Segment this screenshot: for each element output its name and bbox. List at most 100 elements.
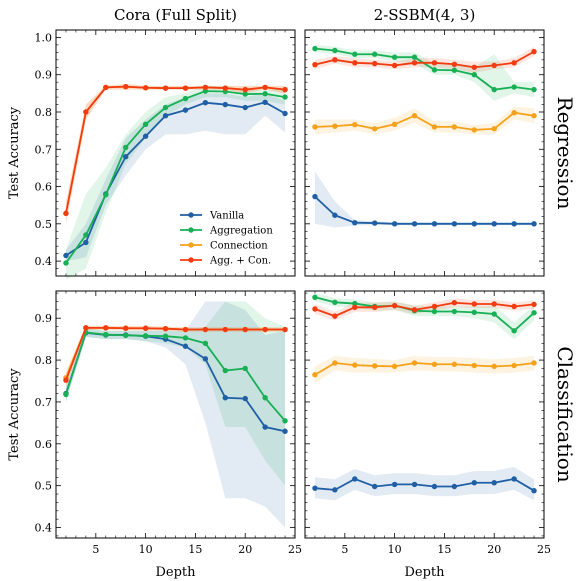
point-0-3 [123, 154, 129, 160]
band-0 [65, 301, 286, 528]
series-line-3 [314, 301, 535, 318]
point-3-2 [103, 84, 109, 91]
panel-0: 0.4 0.5 0.6 0.7 0.8 0.9 1.0 Cora (Full Split) Te… [7, 6, 296, 280]
point-0-11 [531, 487, 537, 494]
panel-1: 2-SSBM(4, 3) Regression [304, 6, 577, 277]
y-tick-label-1: 0.5 [35, 218, 53, 231]
point-3-4 [391, 302, 398, 309]
point-1-5 [162, 333, 169, 339]
point-1-8 [222, 367, 228, 374]
point-3-1 [332, 57, 338, 63]
x-tick-label-4: 25 [537, 543, 551, 556]
point-0-9 [491, 221, 497, 227]
point-3-10 [262, 326, 268, 333]
point-2-7 [451, 124, 458, 130]
point-3-11 [282, 326, 288, 333]
point-0-10 [262, 424, 268, 430]
point-1-2 [352, 300, 358, 307]
x-tick-label-0: 5 [92, 543, 99, 556]
point-1-9 [491, 86, 497, 93]
point-0-4 [391, 481, 398, 488]
point-3-3 [123, 83, 129, 90]
point-3-3 [372, 60, 378, 67]
point-0-6 [431, 483, 438, 490]
y-tick-label-2: 0.6 [35, 438, 53, 451]
series-line-2 [314, 111, 535, 131]
point-0-0 [312, 193, 318, 200]
series-line-0 [314, 477, 535, 492]
x-axis-label: Depth [155, 565, 196, 580]
point-0-5 [162, 113, 169, 119]
point-1-0 [63, 391, 69, 398]
point-2-9 [491, 363, 497, 370]
point-2-11 [531, 113, 537, 119]
point-1-4 [142, 121, 149, 128]
point-3-7 [451, 300, 458, 306]
legend-label-1: Aggregation [209, 226, 273, 237]
point-0-1 [83, 239, 89, 246]
legend-label-0: Vanilla [209, 211, 244, 222]
point-0-6 [431, 221, 438, 227]
point-1-6 [431, 67, 438, 73]
point-3-9 [242, 86, 248, 93]
point-1-0 [312, 45, 318, 52]
point-1-6 [182, 335, 189, 341]
series-line-3 [65, 326, 286, 381]
point-3-5 [411, 307, 418, 313]
point-3-3 [372, 304, 378, 311]
point-2-0 [312, 124, 318, 130]
point-0-2 [352, 476, 358, 482]
y-tick-label-5: 0.9 [35, 312, 53, 325]
point-0-8 [471, 221, 477, 227]
legend-marker-2 [188, 242, 194, 248]
point-1-11 [531, 310, 537, 316]
point-3-2 [352, 304, 358, 311]
point-2-7 [451, 361, 458, 367]
x-tick-label-2: 15 [437, 543, 451, 556]
y-tick-label-1: 0.5 [35, 480, 53, 493]
point-2-10 [511, 110, 517, 116]
point-0-4 [142, 133, 149, 139]
point-3-0 [63, 210, 69, 217]
point-0-1 [332, 487, 338, 493]
legend-label-3: Agg. + Con. [209, 256, 271, 267]
band-2 [314, 355, 535, 384]
point-0-3 [372, 483, 378, 490]
point-3-5 [162, 85, 169, 91]
band-0 [65, 93, 286, 262]
y-tick-label-3: 0.7 [35, 396, 53, 409]
legend-marker-0 [188, 212, 194, 218]
point-2-11 [531, 360, 537, 366]
point-3-11 [531, 301, 537, 308]
point-2-10 [511, 362, 517, 369]
point-2-4 [391, 363, 398, 370]
point-2-1 [332, 123, 338, 129]
point-3-2 [352, 60, 358, 66]
point-0-6 [182, 107, 189, 113]
point-1-7 [451, 308, 458, 315]
point-3-3 [123, 325, 129, 331]
point-1-9 [491, 311, 497, 317]
point-2-8 [471, 362, 477, 369]
x-tick-label-1: 10 [388, 543, 402, 556]
x-tick-label-4: 25 [288, 543, 302, 556]
point-0-5 [411, 221, 418, 227]
point-0-2 [352, 220, 358, 226]
point-3-6 [431, 303, 438, 310]
point-0-4 [391, 221, 398, 227]
point-3-6 [431, 60, 438, 66]
point-1-9 [242, 91, 248, 97]
band-0 [314, 171, 535, 228]
point-0-9 [491, 480, 497, 486]
point-1-11 [282, 94, 288, 100]
point-0-11 [282, 110, 288, 117]
point-3-9 [491, 301, 497, 307]
point-2-0 [312, 372, 318, 378]
point-1-9 [242, 365, 248, 372]
point-3-10 [262, 84, 268, 91]
point-3-8 [222, 326, 228, 333]
point-2-5 [411, 360, 418, 366]
x-axis-label: Depth [404, 565, 445, 580]
series-line-2 [314, 362, 535, 376]
point-0-0 [312, 485, 318, 491]
